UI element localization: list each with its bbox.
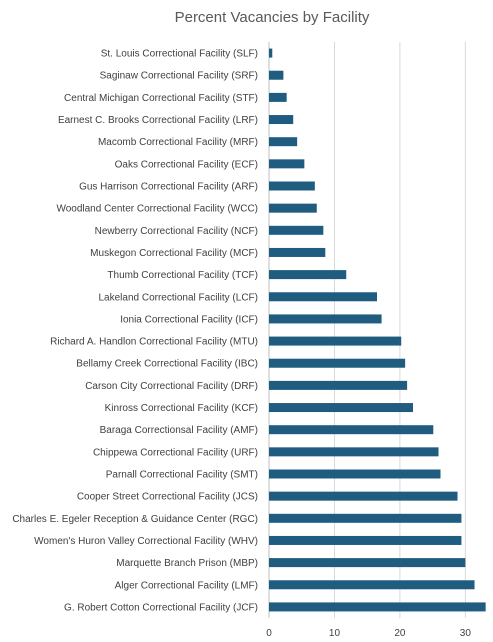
bar xyxy=(269,447,439,457)
bar xyxy=(269,70,284,80)
category-label: Earnest C. Brooks Correctional Facility … xyxy=(58,115,258,126)
category-label: Parnall Correctional Facility (SMT) xyxy=(106,470,258,481)
category-label: Muskegon Correctional Facility (MCF) xyxy=(90,248,258,259)
x-tick-label: 0 xyxy=(266,628,272,639)
category-label: Carson City Correctional Facility (DRF) xyxy=(85,381,258,392)
category-label: G. Robert Cotton Correctional Facility (… xyxy=(64,602,258,613)
bar xyxy=(269,48,273,58)
bar xyxy=(269,115,294,125)
bar xyxy=(269,469,441,479)
bar xyxy=(269,292,377,302)
bar xyxy=(269,558,466,568)
category-label: Alger Correctional Facility (LMF) xyxy=(115,580,258,591)
bar xyxy=(269,602,486,612)
x-tick-label: 30 xyxy=(460,628,472,639)
bar xyxy=(269,491,458,501)
bar xyxy=(269,203,317,213)
bar xyxy=(269,403,413,413)
bar xyxy=(269,336,402,346)
category-labels: St. Louis Correctional Facility (SLF) Sag… xyxy=(12,49,258,614)
category-label: Saginaw Correctional Facility (SRF) xyxy=(100,71,258,82)
category-label: Bellamy Creek Correctional Facility (IBC… xyxy=(76,359,258,370)
category-label: Marquette Branch Prison (MBP) xyxy=(116,558,258,569)
category-label: Lakeland Correctional Facility (LCF) xyxy=(98,292,258,303)
bar xyxy=(269,159,305,169)
category-label: Ionia Correctional Facility (ICF) xyxy=(120,314,258,325)
category-label: Thumb Correctional Facility (TCF) xyxy=(107,270,258,281)
x-tick-label: 10 xyxy=(329,628,341,639)
gridlines xyxy=(268,42,466,618)
bar xyxy=(269,181,315,191)
category-label: St. Louis Correctional Facility (SLF) xyxy=(101,49,258,60)
bars xyxy=(269,48,486,612)
bar xyxy=(269,535,462,545)
x-axis-ticks: 0 10 20 30 xyxy=(266,628,471,639)
bar xyxy=(269,137,298,147)
category-label: Gus Harrison Correctional Facility (ARF) xyxy=(79,182,258,193)
bar xyxy=(269,513,462,523)
x-tick-label: 20 xyxy=(394,628,406,639)
category-label: Women's Huron Valley Correctional Facili… xyxy=(34,536,258,547)
bar xyxy=(269,358,406,368)
bar xyxy=(269,380,408,390)
bar xyxy=(269,425,434,435)
bar xyxy=(269,247,326,257)
category-label: Woodland Center Correctional Facility (W… xyxy=(56,204,258,215)
chart-title: Percent Vacancies by Facility xyxy=(175,9,370,26)
category-label: Charles E. Egeler Reception & Guidance C… xyxy=(12,514,258,525)
category-label: Kinross Correctional Facility (KCF) xyxy=(105,403,258,414)
category-label: Baraga Correctionsal Facility (AMF) xyxy=(100,425,258,436)
category-label: Oaks Correctional Facility (ECF) xyxy=(115,159,258,170)
category-label: Central Michigan Correctional Facility (… xyxy=(64,93,258,104)
category-label: Cooper Street Correctional Facility (JCS… xyxy=(77,492,258,503)
bar xyxy=(269,314,382,324)
bar xyxy=(269,580,475,590)
bar xyxy=(269,92,287,102)
category-label: Newberry Correctional Facility (NCF) xyxy=(95,226,258,237)
bar xyxy=(269,270,347,280)
category-label: Macomb Correctional Facility (MRF) xyxy=(98,137,258,148)
bar xyxy=(269,225,324,235)
category-label: Chippewa Correctional Facility (URF) xyxy=(93,447,258,458)
category-label: Richard A. Handlon Correctional Facility… xyxy=(50,337,258,348)
